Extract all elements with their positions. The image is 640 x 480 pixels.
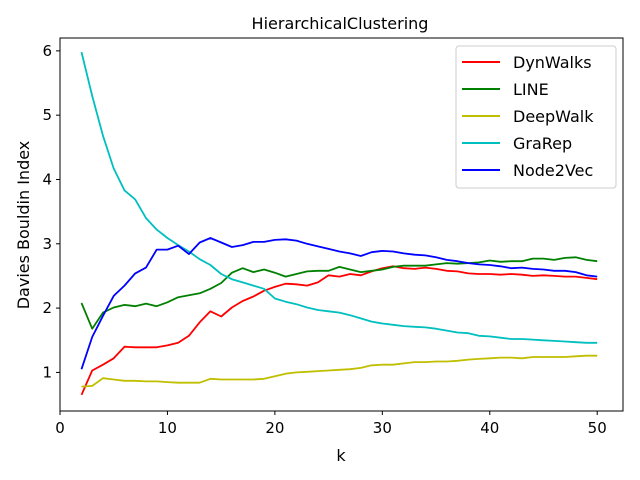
legend-label-deepwalk: DeepWalk xyxy=(513,107,594,126)
y-tick-label: 2 xyxy=(42,299,52,317)
series-line-node2vec xyxy=(80,237,598,370)
x-axis-label: k xyxy=(336,446,346,465)
series-line-grarep xyxy=(80,51,598,344)
x-axis-ticks: 0 10 20 30 40 50 xyxy=(55,411,607,437)
y-tick-label: 3 xyxy=(42,235,52,253)
y-axis-ticks: 1 2 3 4 5 6 xyxy=(42,42,60,381)
x-tick-label: 40 xyxy=(480,419,499,437)
y-tick-label: 5 xyxy=(42,106,52,124)
legend-label-grarep: GraRep xyxy=(513,134,572,153)
series-line-deepwalk xyxy=(81,354,598,388)
plot-lines xyxy=(80,51,598,396)
legend-label-dynwalks: DynWalks xyxy=(513,53,592,72)
series-line-dynwalks xyxy=(80,265,598,396)
x-tick-label: 20 xyxy=(265,419,284,437)
chart-title: HierarchicalClustering xyxy=(252,14,429,33)
y-axis-label: Davies Bouldin Index xyxy=(14,141,33,310)
y-tick-label: 4 xyxy=(42,170,52,188)
legend: DynWalks LINE DeepWalk GraRep Node2Vec xyxy=(455,45,617,189)
series-line-line xyxy=(80,256,598,330)
legend-label-node2vec: Node2Vec xyxy=(513,161,593,180)
plot-frame xyxy=(59,37,624,412)
x-tick-label: 10 xyxy=(158,419,177,437)
y-tick-label: 1 xyxy=(42,363,52,381)
x-tick-label: 0 xyxy=(55,419,65,437)
y-tick-label: 6 xyxy=(42,42,52,60)
x-tick-label: 50 xyxy=(588,419,607,437)
x-tick-label: 30 xyxy=(373,419,392,437)
legend-box xyxy=(455,45,617,189)
legend-label-line: LINE xyxy=(513,80,549,99)
